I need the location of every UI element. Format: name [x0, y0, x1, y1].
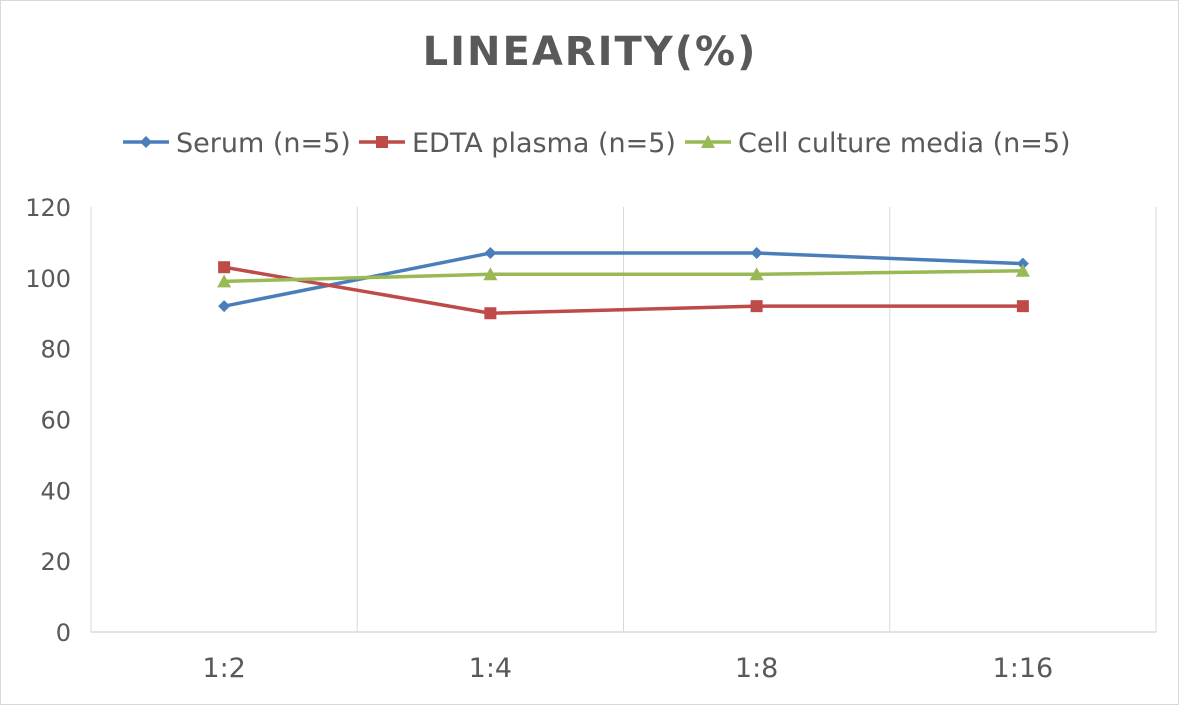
data-point	[484, 247, 497, 260]
y-tick-label: 80	[40, 336, 71, 364]
legend-label: Cell culture media (n=5)	[738, 128, 1071, 159]
y-tick-label: 20	[40, 548, 71, 576]
x-tick-label: 1:4	[469, 653, 512, 684]
data-point	[750, 247, 763, 260]
y-tick-label: 100	[25, 265, 71, 293]
series-line	[223, 265, 1023, 315]
y-tick-label: 120	[25, 194, 71, 222]
x-tick-label: 1:8	[735, 653, 778, 684]
data-point	[750, 300, 763, 313]
legend-marker	[701, 135, 715, 148]
series-group	[217, 247, 1030, 320]
x-axis: 1:2 1:4 1:8 1:16	[202, 653, 1053, 684]
data-point	[1016, 300, 1029, 313]
x-tick-label: 1:2	[202, 653, 245, 684]
series-1	[218, 261, 1029, 320]
y-tick-label: 0	[56, 619, 71, 647]
legend-label: EDTA plasma (n=5)	[412, 128, 676, 159]
legend-label: Serum (n=5)	[176, 128, 351, 159]
series-line	[224, 269, 1023, 284]
legend-item: EDTA plasma (n=5)	[359, 128, 676, 159]
series-line	[223, 251, 1023, 308]
data-point	[1015, 263, 1030, 277]
legend-item: Serum (n=5)	[123, 128, 351, 159]
data-point	[217, 274, 232, 288]
chart-title: LINEARITY(%)	[423, 29, 758, 75]
y-tick-label: 40	[40, 477, 71, 505]
series-2	[217, 263, 1030, 288]
data-point	[1016, 257, 1029, 270]
data-point	[749, 267, 764, 281]
legend-marker	[140, 136, 152, 148]
series-0	[218, 247, 1029, 313]
y-axis: 0 20 40 60 80 100 120	[25, 194, 71, 647]
data-point	[218, 261, 231, 274]
legend-marker	[376, 136, 388, 148]
data-point	[484, 307, 497, 320]
legend: Serum (n=5) EDTA plasma (n=5) Cell culture…	[123, 128, 1071, 159]
data-point	[483, 267, 498, 281]
x-tick-label: 1:16	[993, 653, 1054, 684]
data-point	[218, 300, 231, 313]
legend-item: Cell culture media (n=5)	[685, 128, 1071, 159]
y-tick-label: 60	[40, 407, 71, 435]
